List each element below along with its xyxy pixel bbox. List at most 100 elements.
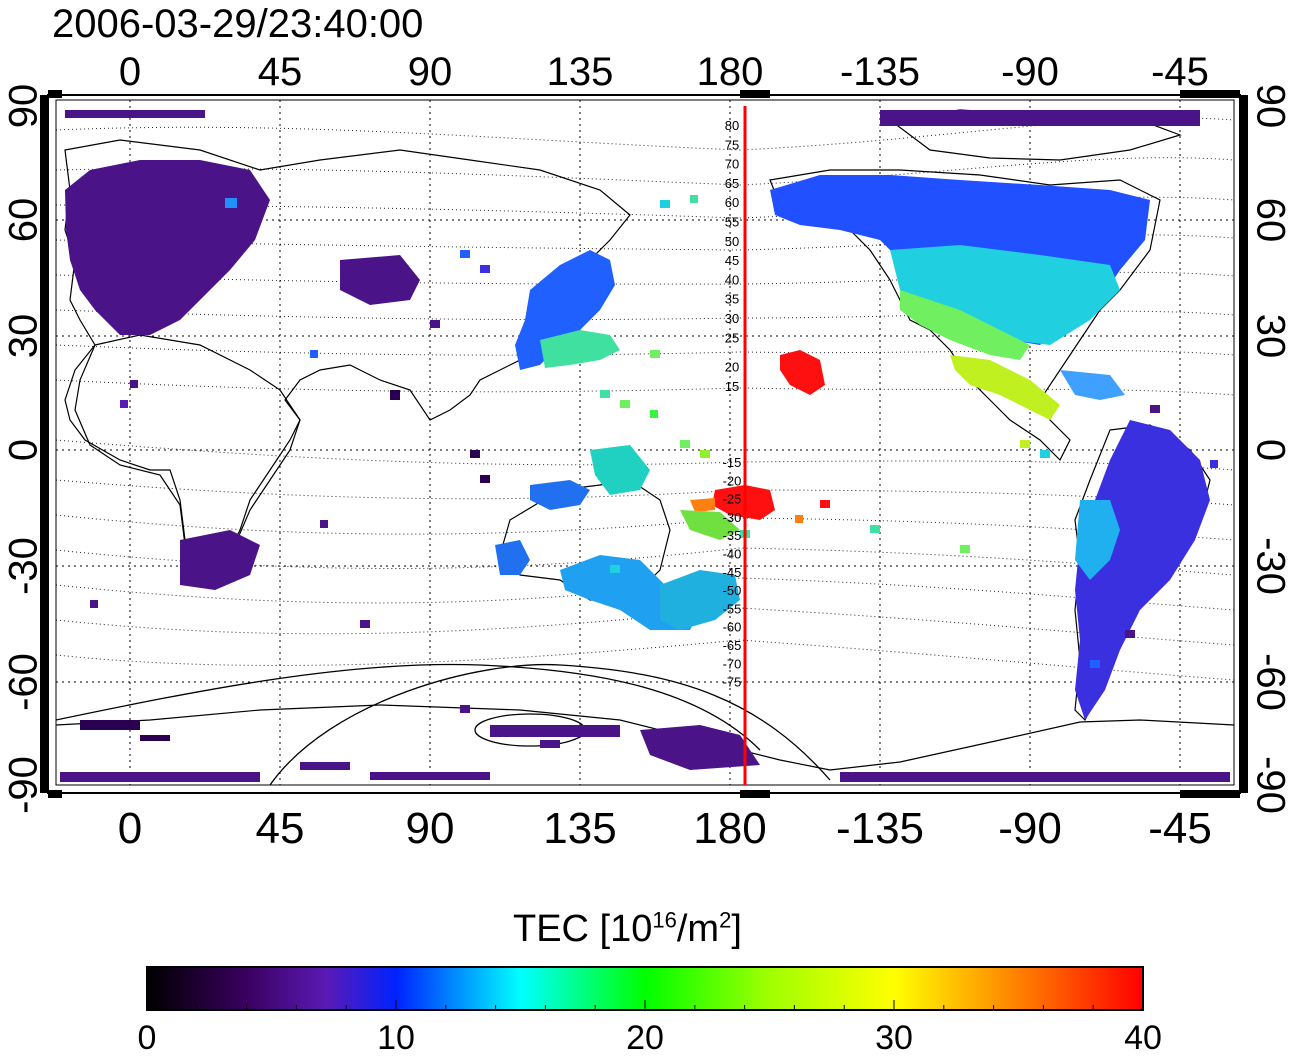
bottom-lon-label: 180: [693, 804, 766, 853]
right-lat-axis: 90 60 30 0 -30 -60 -90: [1248, 84, 1292, 814]
top-lon-label: -45: [1151, 50, 1209, 94]
maglat-label: 65: [725, 176, 739, 191]
tec-arctic-strip-left: [65, 110, 205, 118]
tec-north-america-cyan: [890, 245, 1120, 345]
maglat-label: -40: [723, 547, 742, 562]
tec-caribbean: [1060, 370, 1125, 400]
left-axis-bar: [40, 95, 48, 793]
left-lat-label: 90: [2, 84, 46, 129]
tec-europe-hot: [225, 198, 237, 208]
maglat-label: -55: [723, 601, 742, 616]
bottom-lon-label: -90: [998, 804, 1062, 853]
right-lat-label: 30: [1248, 314, 1292, 359]
right-lat-label: 90: [1248, 84, 1292, 129]
colorbar-title-unit-exponent: 2: [719, 907, 732, 933]
tec-pacific-green-south: [680, 510, 740, 540]
left-lat-label: -90: [2, 756, 46, 814]
colorbar-tick-label: 40: [1124, 1019, 1162, 1057]
maglat-label: 20: [725, 360, 739, 375]
tec-australia-west: [495, 540, 530, 575]
maglat-label: 25: [725, 330, 739, 345]
colorbar-title-exponent: 16: [652, 907, 677, 933]
maglat-label: 40: [725, 272, 739, 287]
colorbar-minor-ticks: [146, 1000, 1144, 1010]
top-lon-label: 90: [408, 50, 453, 94]
maglat-labels-south: -15 -20 -25 -30 -35 -40 -45 -50 -55 -60 -65 -70 -75: [723, 455, 742, 690]
tec-east-asia-green: [540, 330, 620, 368]
tec-north-america-green: [900, 290, 1030, 360]
top-lon-label: 45: [258, 50, 303, 94]
maglat-label: -35: [723, 528, 742, 543]
left-lat-label: 30: [2, 314, 46, 359]
bottom-axis-bar-right: [1180, 790, 1240, 798]
maglat-label: 60: [725, 195, 739, 210]
colorbar-tick-label: 20: [626, 1019, 664, 1057]
colorbar-title-main: TEC [10: [513, 908, 653, 950]
top-lon-label: 180: [697, 50, 764, 94]
maglat-label: 15: [725, 379, 739, 394]
tec-australia-east: [660, 570, 740, 630]
tec-europe: [65, 160, 270, 335]
bottom-lon-label: 135: [543, 804, 616, 853]
north-america-outline: [769, 169, 1161, 462]
colorbar-tick-label: 0: [138, 1019, 157, 1057]
maglat-label: -65: [723, 638, 742, 653]
maglat-labels-north: 80 75 70 65 60 55 50 45 40 35 30 25 20 15: [725, 118, 739, 394]
tec-antarctica-strip-left: [60, 772, 260, 782]
right-axis-bar: [1240, 95, 1248, 793]
maglat-label: -15: [723, 455, 742, 470]
left-lat-label: -30: [2, 537, 46, 595]
bottom-lon-label: 0: [118, 804, 142, 853]
top-lon-label: 135: [547, 50, 614, 94]
tec-scatter-pixels: [80, 195, 1218, 770]
maglat-label: 75: [725, 137, 739, 152]
maglat-label: 30: [725, 311, 739, 326]
top-lon-label: -90: [1001, 50, 1059, 94]
tec-antarctica-strip-right: [840, 772, 1230, 782]
maglat-label: -30: [723, 510, 742, 525]
top-axis-bar-mid: [740, 90, 770, 98]
map-inner-frame: [55, 99, 1235, 786]
tec-indonesia: [530, 480, 590, 510]
tec-pacific-red-north: [780, 350, 825, 395]
map-timestamp-title: 2006-03-29/23:40:00: [52, 2, 424, 46]
colorbar-title: TEC [1016/m2]: [513, 908, 742, 951]
lat-lon-grid: [56, 100, 1234, 785]
maglat-label: -45: [723, 565, 742, 580]
tec-south-africa: [180, 530, 260, 590]
colorbar-tick-label: 30: [875, 1019, 913, 1057]
maglat-label: 55: [725, 215, 739, 230]
colorbar-tick-label: 10: [377, 1019, 415, 1057]
maglat-label: -70: [723, 656, 742, 671]
maglat-label: 70: [725, 157, 739, 172]
bottom-lon-label: 45: [256, 804, 305, 853]
bottom-lon-label: -45: [1148, 804, 1212, 853]
left-lat-label: 60: [2, 198, 46, 243]
maglat-label: 45: [725, 253, 739, 268]
maglat-label: 35: [725, 292, 739, 307]
right-lat-label: 0: [1248, 439, 1292, 461]
tec-central-asia: [340, 255, 420, 305]
right-lat-label: -60: [1248, 653, 1292, 711]
left-lat-label: 0: [2, 439, 46, 461]
top-axis-bar-right: [1180, 90, 1240, 98]
maglat-label: 80: [725, 118, 739, 133]
tec-southern-ocean-strip: [490, 725, 620, 737]
tec-colorbar: 0 10 20 30 40: [138, 966, 1162, 1057]
top-lon-label: 0: [119, 50, 141, 94]
tec-south-america-cyan: [1075, 500, 1120, 580]
bottom-axis-bar-left: [48, 790, 62, 798]
maglat-label: -50: [723, 583, 742, 598]
left-lat-label: -60: [2, 653, 46, 711]
tec-antarctica-purple: [640, 725, 760, 770]
maglat-label: 50: [725, 234, 739, 249]
tec-map: 80 75 70 65 60 55 50 45 40 35 30 25 20 15 -15 -20 -25 -3…: [2, 50, 1292, 853]
tec-data-patches: [60, 110, 1230, 782]
bottom-lon-label: -135: [836, 804, 924, 853]
colorbar-tick-labels: 0 10 20 30 40: [138, 1019, 1162, 1057]
tec-antarctica-strip-mid: [370, 772, 490, 780]
tec-south-america: [1075, 420, 1210, 720]
tec-arctic-strip: [880, 110, 1200, 126]
maglat-label: -20: [723, 473, 742, 488]
right-lat-label: 60: [1248, 198, 1292, 243]
